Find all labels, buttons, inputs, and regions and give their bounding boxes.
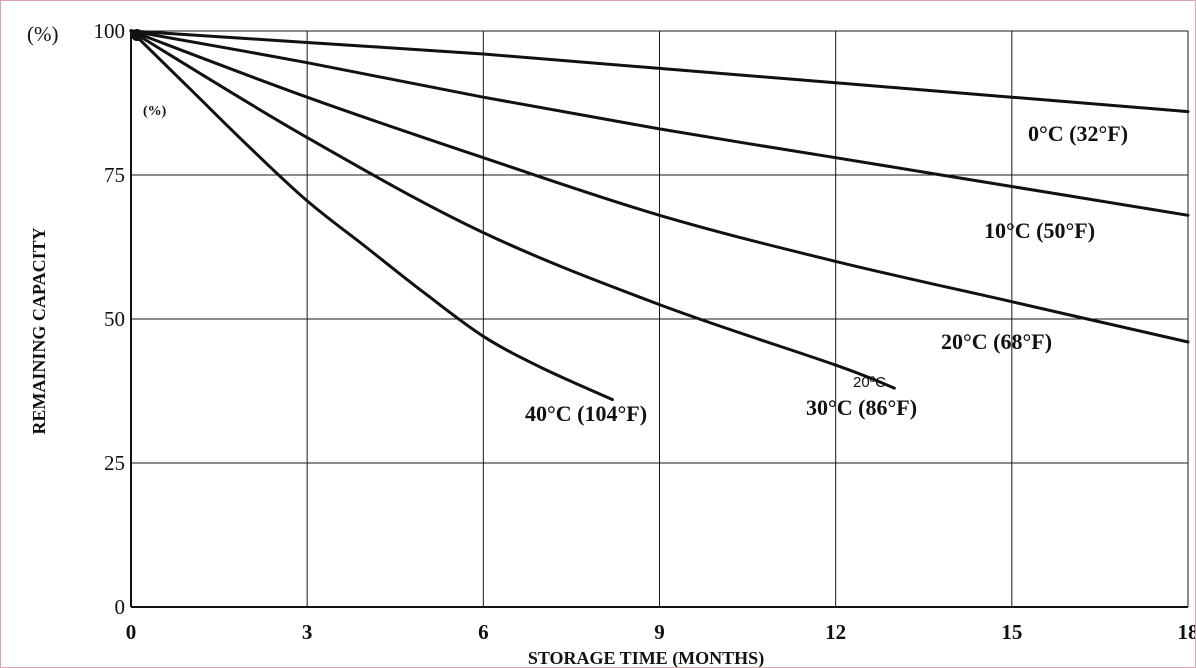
- x-tick-label-6: 6: [478, 620, 489, 644]
- x-tick-label-18: 18: [1178, 620, 1196, 644]
- y-tick-label-100: 100: [94, 19, 126, 43]
- y-tick-label-25: 25: [104, 451, 125, 475]
- series-line-20c: [129, 29, 1190, 344]
- series-label-10c: 10°C (50°F): [984, 218, 1095, 243]
- series-label-0c: 0°C (32°F): [1028, 121, 1128, 146]
- annotation-20c: 20ºC: [853, 374, 886, 391]
- series-label-20c: 20°C (68°F): [941, 329, 1052, 354]
- labels: (%) (%) REMAINING CAPACITY STORAGE TIME …: [27, 22, 1128, 667]
- series: [129, 29, 1190, 402]
- origin-point: [131, 29, 143, 41]
- series-line-40c: [129, 29, 614, 402]
- y-tick-label-75: 75: [104, 163, 125, 187]
- y-tick-label-0: 0: [115, 595, 126, 619]
- y-tick-label-50: 50: [104, 307, 125, 331]
- grid: [131, 30, 1189, 607]
- series-line-0c: [129, 29, 1190, 114]
- x-tick-label-3: 3: [302, 620, 313, 644]
- x-tick-label-0: 0: [126, 620, 137, 644]
- series-line-30c: [129, 29, 896, 390]
- y-axis-title: REMAINING CAPACITY: [29, 227, 49, 434]
- series-line-10c: [129, 29, 1190, 217]
- y-unit-label-inner: (%): [143, 104, 167, 119]
- series-label-40c: 40°C (104°F): [525, 401, 647, 426]
- x-tick-label-15: 15: [1001, 620, 1022, 644]
- x-tick-label-12: 12: [825, 620, 846, 644]
- axes: 0 25 50 75 100 0 3 6 9 12 15 18: [94, 19, 1196, 644]
- x-tick-label-9: 9: [654, 620, 665, 644]
- x-axis-title: STORAGE TIME (MONTHS): [528, 648, 764, 667]
- series-label-30c: 30°C (86°F): [806, 395, 917, 420]
- y-unit-label-top: (%): [27, 22, 58, 46]
